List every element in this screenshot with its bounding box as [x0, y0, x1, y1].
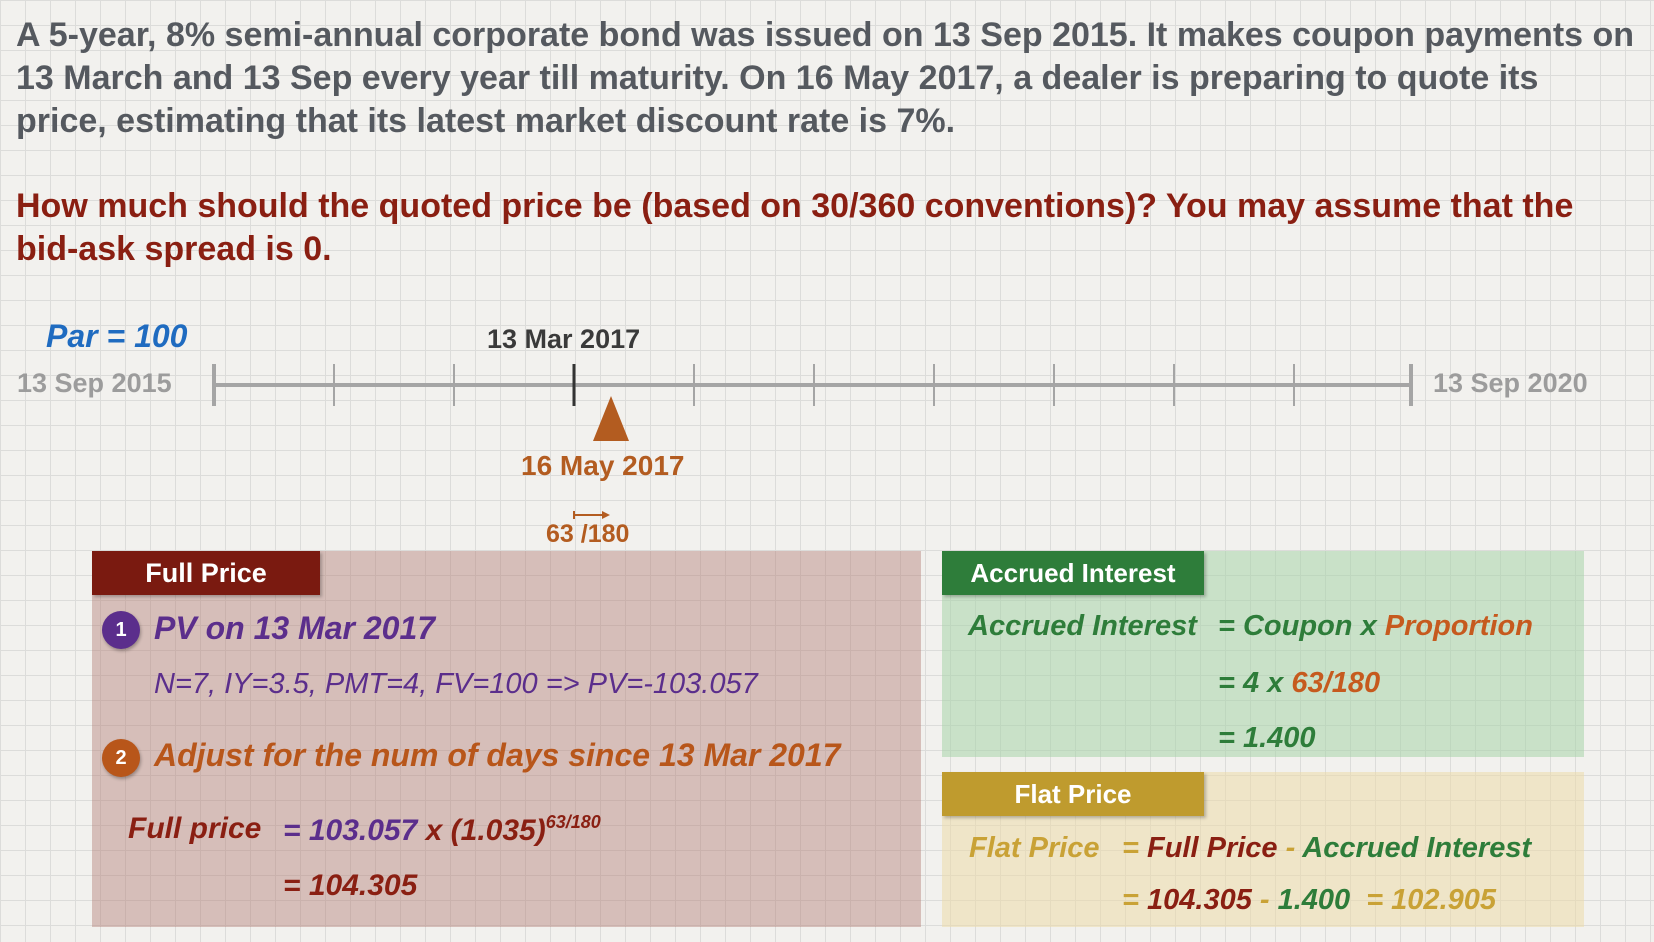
flat-eq2-result: = 102.905 — [1366, 884, 1497, 916]
ai-coupon-value: = 4 x — [1218, 667, 1292, 699]
flat-price-formula: = Full Price - Accrued Interest — [1122, 832, 1531, 865]
flat-price-label: Flat Price — [969, 832, 1100, 864]
maturity-date-label: 13 Sep 2020 — [1433, 368, 1588, 398]
step-1-title: PV on 13 Mar 2017 — [154, 610, 436, 646]
timeline-ticks — [212, 364, 1413, 406]
full-price-tab: Full Price — [92, 551, 320, 595]
flat-eq1-equals: = — [1122, 832, 1147, 864]
flat-eq1-ai: Accrued Interest — [1302, 832, 1532, 864]
flat-eq2-ai: 1.400 — [1277, 884, 1351, 916]
flat-eq1-minus: - — [1277, 832, 1303, 864]
accrued-interest-tab: Accrued Interest — [942, 551, 1204, 595]
coupon-date-label: 13 Mar 2017 — [487, 324, 641, 354]
full-price-formula: = 103.057 x (1.035)63/180 — [283, 812, 601, 848]
step-2-badge: 2 — [102, 739, 140, 777]
step-1-calculation: N=7, IY=3.5, PMT=4, FV=100 => PV=-103.05… — [154, 668, 758, 700]
full-price-panel — [92, 551, 921, 927]
flat-eq2-minus: - — [1251, 884, 1278, 916]
flat-price-substitution: = 104.305 - 1.400 = 102.905 — [1122, 884, 1496, 917]
question-statement: How much should the quoted price be (bas… — [16, 187, 1574, 268]
flat-eq2-full: 104.305 — [1147, 884, 1252, 916]
full-price-result: = 104.305 — [283, 869, 418, 902]
par-label: Par = 100 — [46, 318, 188, 354]
accrued-interest-formula: = Coupon x Proportion — [1218, 610, 1533, 643]
ai-coupon-term: = Coupon x — [1218, 610, 1385, 642]
flat-eq1-full: Full Price — [1147, 832, 1278, 864]
step-1-badge: 1 — [102, 611, 140, 649]
full-price-pv: = 103.057 — [283, 814, 418, 847]
step-2-title: Adjust for the num of days since 13 Mar … — [154, 737, 841, 773]
full-price-formula-label: Full price — [128, 812, 262, 845]
days-arrow — [573, 511, 610, 519]
accrued-interest-substitution: = 4 x 63/180 — [1218, 667, 1380, 700]
ai-proportion-term: Proportion — [1384, 610, 1533, 642]
accrued-interest-label: Accrued Interest — [968, 610, 1197, 642]
days-fraction-label: 63 /180 — [546, 520, 630, 548]
full-price-exponent: 63/180 — [545, 812, 601, 832]
valuation-date-label: 16 May 2017 — [521, 450, 685, 481]
ai-proportion-value: 63/180 — [1291, 667, 1381, 699]
issue-date-label: 13 Sep 2015 — [17, 368, 172, 398]
accrued-interest-result: = 1.400 — [1218, 722, 1316, 754]
full-price-times: x — [417, 814, 451, 847]
problem-statement: A 5-year, 8% semi-annual corporate bond … — [16, 16, 1635, 140]
full-price-growth: (1.035) — [450, 814, 546, 847]
valuation-marker-triangle — [593, 396, 629, 441]
flat-eq2-equals: = — [1122, 884, 1147, 916]
flat-price-tab: Flat Price — [942, 772, 1204, 816]
